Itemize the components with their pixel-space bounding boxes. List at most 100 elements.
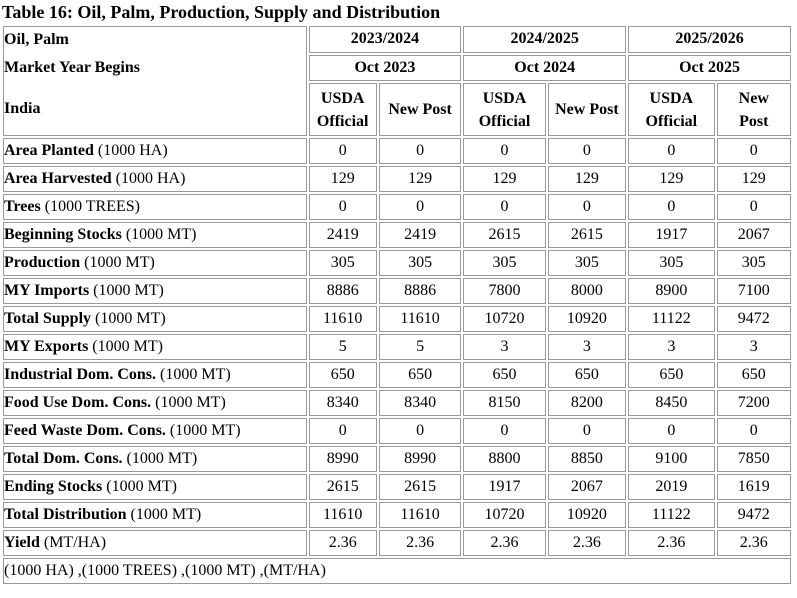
value-cell: 129 [716,166,791,192]
row-label: Beginning Stocks [4,226,122,243]
value-cell: 1619 [716,474,791,500]
table-footer: (1000 HA) ,(1000 TREES) ,(1000 MT) ,(MT/… [3,558,791,584]
table-row: Industrial Dom. Cons. (1000 MT) 650 650 … [3,362,791,388]
source-header-new-post: New Post [378,83,462,136]
value-cell: 2419 [308,222,377,248]
value-cell: 7850 [716,446,791,472]
value-cell: 8850 [547,446,627,472]
commodity-label: Oil, Palm [4,31,69,48]
row-label: Ending Stocks [4,478,103,495]
value-cell: 9472 [716,502,791,528]
value-cell: 650 [628,362,715,388]
value-cell: 0 [378,194,462,220]
value-cell: 8200 [547,390,627,416]
value-cell: 8990 [308,446,377,472]
value-cell: 2.36 [547,530,627,556]
row-unit: (1000 MT) [92,338,163,355]
value-cell: 9472 [716,306,791,332]
row-label-cell: Industrial Dom. Cons. (1000 MT) [3,362,307,388]
row-label: Food Use Dom. Cons. [4,394,152,411]
year-header: 2023/2024 [308,26,462,53]
header-left-cell: Oil, Palm Market Year Begins India [3,26,307,136]
value-cell: 2019 [628,474,715,500]
value-cell: 650 [716,362,791,388]
value-cell: 8450 [628,390,715,416]
row-label: Industrial Dom. Cons. [4,366,157,383]
row-unit: (1000 MT) [155,394,226,411]
value-cell: 2.36 [628,530,715,556]
row-unit: (1000 MT) [125,226,197,243]
table-row: Yield (MT/HA) 2.36 2.36 2.36 2.36 2.36 2… [3,530,791,556]
value-cell: 129 [628,166,715,192]
source-header-new-post: New Post [716,83,791,136]
value-cell: 3 [547,334,627,360]
row-label: Total Supply [4,310,92,327]
table-row: Area Harvested (1000 HA) 129 129 129 129… [3,166,791,192]
value-cell: 8800 [463,446,546,472]
row-unit: (1000 HA) [97,142,168,159]
value-cell: 0 [463,418,546,444]
header-row-months: Oct 2023 Oct 2024 Oct 2025 [3,54,791,81]
value-cell: 305 [463,250,546,276]
year-header: 2024/2025 [463,26,627,53]
value-cell: 0 [308,138,377,164]
value-cell: 0 [716,194,791,220]
year-header: 2025/2026 [628,26,791,53]
row-label: Trees [4,198,41,215]
value-cell: 7800 [463,278,546,304]
row-label-cell: MY Exports (1000 MT) [3,334,307,360]
value-cell: 2.36 [308,530,377,556]
value-cell: 0 [378,138,462,164]
value-cell: 0 [716,138,791,164]
value-cell: 2615 [547,222,627,248]
row-label: Area Planted [4,142,94,159]
table-row: Total Distribution (1000 MT) 11610 11610… [3,502,791,528]
row-unit: (1000 MT) [106,478,177,495]
value-cell: 2.36 [463,530,546,556]
value-cell: 650 [463,362,546,388]
header-row-sources: USDA Official New Post USDA Official New… [3,83,791,136]
row-unit: (1000 MT) [95,310,166,327]
row-label: Total Dom. Cons. [4,450,123,467]
table-row: Total Supply (1000 MT) 11610 11610 10720… [3,306,791,332]
row-label-cell: Area Harvested (1000 HA) [3,166,307,192]
value-cell: 2419 [378,222,462,248]
footer-row: (1000 HA) ,(1000 TREES) ,(1000 MT) ,(MT/… [3,558,791,584]
value-cell: 305 [308,250,377,276]
value-cell: 7200 [716,390,791,416]
row-label-cell: Total Distribution (1000 MT) [3,502,307,528]
source-header-new-post: New Post [547,83,627,136]
value-cell: 0 [463,194,546,220]
value-cell: 8340 [308,390,377,416]
value-cell: 10720 [463,306,546,332]
row-unit: (1000 MT) [130,506,202,523]
value-cell: 3 [716,334,791,360]
table-title: Table 16: Oil, Palm, Production, Supply … [2,2,441,22]
value-cell: 11122 [628,306,715,332]
table-body: Area Planted (1000 HA) 0 0 0 0 0 0 Area … [3,138,791,556]
value-cell: 3 [463,334,546,360]
value-cell: 2067 [716,222,791,248]
row-unit: (1000 TREES) [44,198,140,215]
value-cell: 0 [308,418,377,444]
table-row: Ending Stocks (1000 MT) 2615 2615 1917 2… [3,474,791,500]
value-cell: 305 [547,250,627,276]
country-label: India [4,100,41,117]
value-cell: 11610 [378,502,462,528]
value-cell: 2067 [547,474,627,500]
row-label-cell: MY Imports (1000 MT) [3,278,307,304]
value-cell: 8886 [378,278,462,304]
value-cell: 5 [308,334,377,360]
row-label-cell: Ending Stocks (1000 MT) [3,474,307,500]
value-cell: 9100 [628,446,715,472]
value-cell: 0 [628,194,715,220]
units-note: (1000 HA) ,(1000 TREES) ,(1000 MT) ,(MT/… [3,558,791,584]
row-label-cell: Feed Waste Dom. Cons. (1000 MT) [3,418,307,444]
value-cell: 10720 [463,502,546,528]
value-cell: 2615 [378,474,462,500]
table-row: Area Planted (1000 HA) 0 0 0 0 0 0 [3,138,791,164]
value-cell: 3 [628,334,715,360]
row-label-cell: Total Supply (1000 MT) [3,306,307,332]
value-cell: 0 [547,194,627,220]
row-label-cell: Beginning Stocks (1000 MT) [3,222,307,248]
